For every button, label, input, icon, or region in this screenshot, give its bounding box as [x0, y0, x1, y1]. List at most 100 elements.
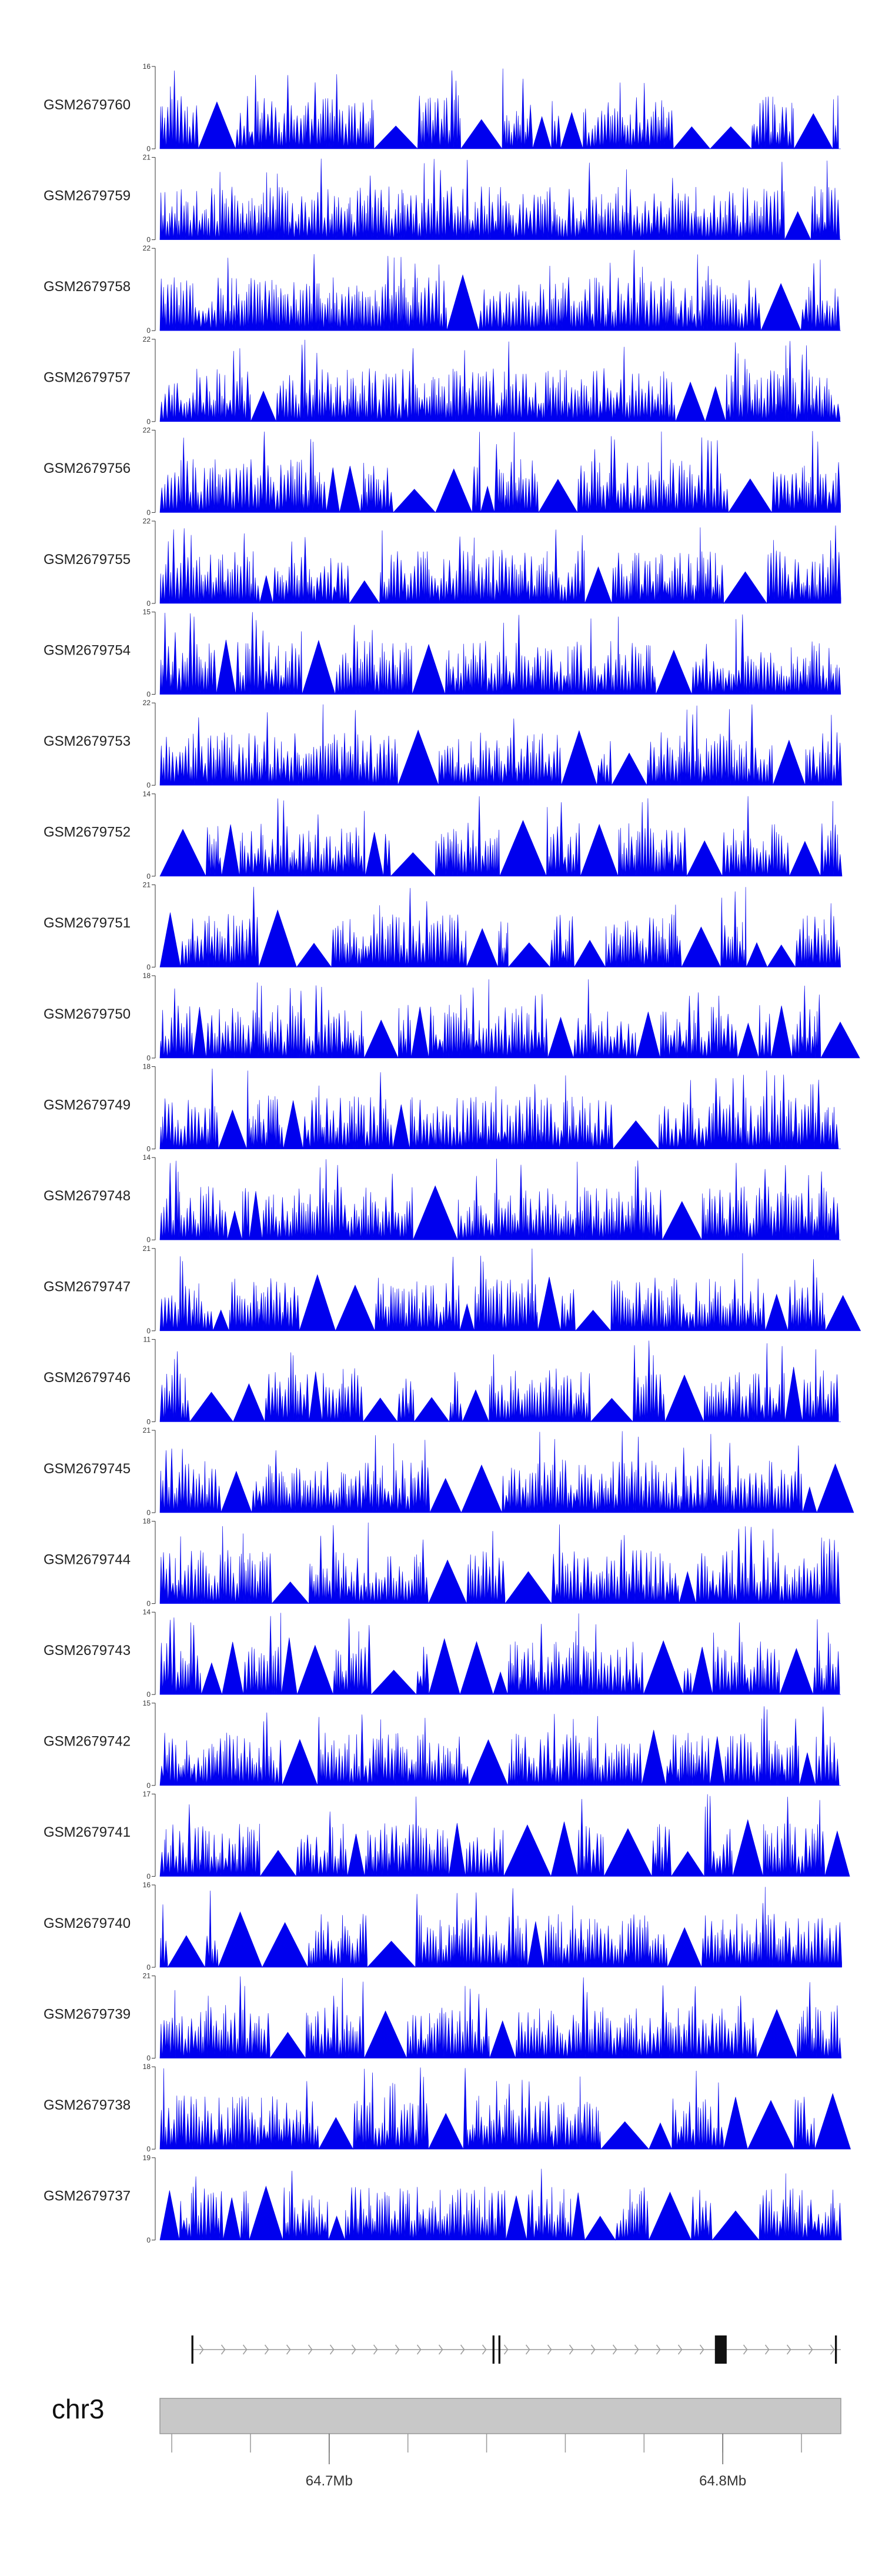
y-tick-label-zero: 0 — [146, 1690, 151, 1699]
coverage-track-GSM2679752: GSM2679752 14 0 — [44, 790, 843, 880]
y-tick-label-zero: 0 — [146, 1054, 151, 1062]
strand-arrow — [373, 2344, 378, 2355]
track-label: GSM2679738 — [44, 2097, 131, 2113]
strand-arrow — [199, 2344, 204, 2355]
y-tick-label-zero: 0 — [146, 1327, 151, 1335]
strand-arrow — [590, 2344, 596, 2355]
y-tick-label-zero: 0 — [146, 145, 151, 153]
coverage-area — [159, 1522, 841, 1604]
coverage-area — [159, 249, 841, 331]
y-tick-label-zero: 0 — [146, 781, 151, 789]
coverage-area — [159, 68, 841, 150]
strand-arrow — [460, 2344, 465, 2355]
y-tick-label-max: 19 — [143, 2154, 151, 2162]
y-tick-label-zero: 0 — [146, 326, 151, 335]
y-tick-label-zero: 0 — [146, 1963, 151, 1971]
coverage-track-GSM2679756: GSM2679756 22 0 — [44, 426, 841, 516]
chromosome-ideogram: chr3 — [52, 2394, 841, 2434]
y-tick-label-max: 18 — [143, 2063, 151, 2071]
track-label: GSM2679750 — [44, 1006, 131, 1022]
y-tick-label-zero: 0 — [146, 963, 151, 971]
track-label: GSM2679748 — [44, 1188, 131, 1204]
strand-arrow — [395, 2344, 400, 2355]
strand-arrow — [786, 2344, 791, 2355]
track-label: GSM2679756 — [44, 461, 131, 476]
y-tick-label-max: 17 — [143, 1790, 151, 1798]
coverage-area — [159, 1706, 841, 1786]
y-tick-label-max: 22 — [143, 244, 151, 252]
strand-arrow — [547, 2344, 552, 2355]
coverage-area — [159, 1976, 842, 2059]
strand-arrow — [351, 2344, 356, 2355]
y-tick-label-zero: 0 — [146, 1600, 151, 1608]
coverage-track-GSM2679758: GSM2679758 22 0 — [44, 244, 841, 335]
strand-arrow — [634, 2344, 639, 2355]
coverage-area — [159, 1431, 854, 1513]
y-tick-label-zero: 0 — [146, 508, 151, 516]
strand-arrow — [612, 2344, 617, 2355]
y-tick-label-zero: 0 — [146, 1509, 151, 1517]
coverage-track-GSM2679747: GSM2679747 21 0 — [44, 1244, 861, 1335]
coverage-track-GSM2679738: GSM2679738 18 0 — [44, 2063, 851, 2153]
track-label: GSM2679744 — [44, 1551, 131, 1567]
coverage-track-GSM2679742: GSM2679742 15 0 — [44, 1699, 841, 1790]
coverage-area — [159, 1887, 842, 1968]
y-tick-label-zero: 0 — [146, 1872, 151, 1880]
coverage-area — [159, 1794, 850, 1877]
track-label: GSM2679760 — [44, 97, 131, 113]
coverage-track-GSM2679739: GSM2679739 21 0 — [44, 1972, 842, 2063]
track-label: GSM2679758 — [44, 279, 131, 295]
y-tick-label-zero: 0 — [146, 872, 151, 880]
strand-arrow — [525, 2344, 530, 2355]
y-tick-label-max: 14 — [143, 1153, 151, 1162]
strand-arrow — [764, 2344, 770, 2355]
coverage-area — [159, 339, 841, 422]
coverage-track-GSM2679750: GSM2679750 18 0 — [44, 972, 860, 1062]
y-tick-label-zero: 0 — [146, 418, 151, 426]
strand-arrow — [438, 2344, 443, 2355]
track-label: GSM2679745 — [44, 1461, 131, 1477]
coverage-track-GSM2679753: GSM2679753 22 0 — [44, 699, 842, 789]
y-tick-label-max: 18 — [143, 972, 151, 980]
y-tick-label-max: 21 — [143, 154, 151, 162]
strand-arrow — [830, 2344, 835, 2355]
y-tick-label-max: 21 — [143, 1972, 151, 1980]
track-label: GSM2679747 — [44, 1279, 131, 1295]
track-label: GSM2679746 — [44, 1370, 131, 1386]
coverage-track-GSM2679759: GSM2679759 21 0 — [44, 154, 841, 244]
strand-arrow — [286, 2344, 291, 2355]
strand-arrow — [677, 2344, 683, 2355]
strand-arrow — [743, 2344, 748, 2355]
strand-arrow — [808, 2344, 813, 2355]
y-tick-label-max: 22 — [143, 517, 151, 525]
gene-model-track — [191, 2335, 841, 2364]
strand-arrow — [503, 2344, 509, 2355]
y-tick-label-zero: 0 — [146, 1417, 151, 1426]
coverage-area — [159, 1248, 861, 1332]
track-label: GSM2679759 — [44, 188, 131, 203]
strand-arrow — [220, 2344, 226, 2355]
chromosome-label: chr3 — [52, 2394, 104, 2424]
y-tick-label-max: 18 — [143, 1517, 151, 1526]
coverage-track-GSM2679740: GSM2679740 16 0 — [44, 1881, 842, 1971]
strand-arrow — [482, 2344, 487, 2355]
coverage-area — [159, 431, 841, 513]
coverage-track-GSM2679754: GSM2679754 15 0 — [44, 608, 841, 699]
y-tick-label-max: 21 — [143, 1244, 151, 1253]
coverage-track-GSM2679745: GSM2679745 21 0 — [44, 1426, 854, 1517]
track-label: GSM2679751 — [44, 915, 131, 931]
coverage-track-GSM2679744: GSM2679744 18 0 — [44, 1517, 841, 1608]
track-label: GSM2679742 — [44, 1734, 131, 1750]
coverage-track-GSM2679755: GSM2679755 22 0 — [44, 517, 841, 608]
strand-arrow — [242, 2344, 248, 2355]
coverage-area — [159, 612, 841, 695]
coverage-track-GSM2679757: GSM2679757 22 0 — [44, 335, 841, 426]
exon — [834, 2335, 837, 2364]
strand-arrow — [416, 2344, 422, 2355]
y-tick-label-max: 18 — [143, 1063, 151, 1071]
coverage-track-GSM2679737: GSM2679737 19 0 — [44, 2154, 842, 2244]
strand-arrow — [264, 2344, 269, 2355]
y-tick-label-max: 21 — [143, 1426, 151, 1434]
coverage-area — [159, 1068, 841, 1150]
y-tick-label-max: 22 — [143, 335, 151, 343]
